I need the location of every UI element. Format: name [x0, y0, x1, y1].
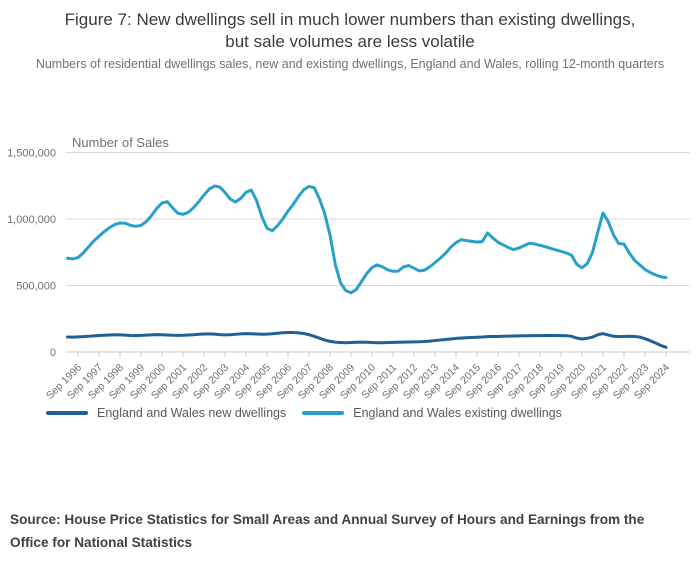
- source-note: Source: House Price Statistics for Small…: [10, 512, 645, 551]
- y-axis-title: Number of Sales: [72, 135, 169, 150]
- legend-item-new-dwellings[interactable]: England and Wales new dwellings: [46, 406, 286, 420]
- series-line-new-dwellings[interactable]: [66, 330, 668, 349]
- chart-legend: England and Wales new dwellings England …: [46, 404, 562, 422]
- sales-line-chart: 0 500,000 1,000,000 1,500,000 Number of Sale…: [7, 135, 690, 402]
- y-tick-label: 500,000: [16, 281, 56, 293]
- figure-title: Figure 7: New dwellings sell in much low…: [64, 10, 636, 52]
- figure-subtitle: Numbers of residential dwellings sales, …: [35, 57, 665, 71]
- legend-swatch-new-dwellings: [46, 411, 88, 415]
- legend-label-new-dwellings: England and Wales new dwellings: [97, 406, 287, 420]
- series-line-existing-dwellings[interactable]: [66, 184, 668, 295]
- y-tick-label: 0: [50, 347, 56, 359]
- legend-swatch-existing-dwellings: [302, 411, 345, 415]
- y-tick-label: 1,500,000: [7, 148, 56, 160]
- y-tick-label: 1,000,000: [7, 214, 56, 226]
- legend-item-existing-dwellings[interactable]: England and Wales existing dwellings: [302, 406, 562, 420]
- legend-label-existing-dwellings: England and Wales existing dwellings: [353, 406, 562, 420]
